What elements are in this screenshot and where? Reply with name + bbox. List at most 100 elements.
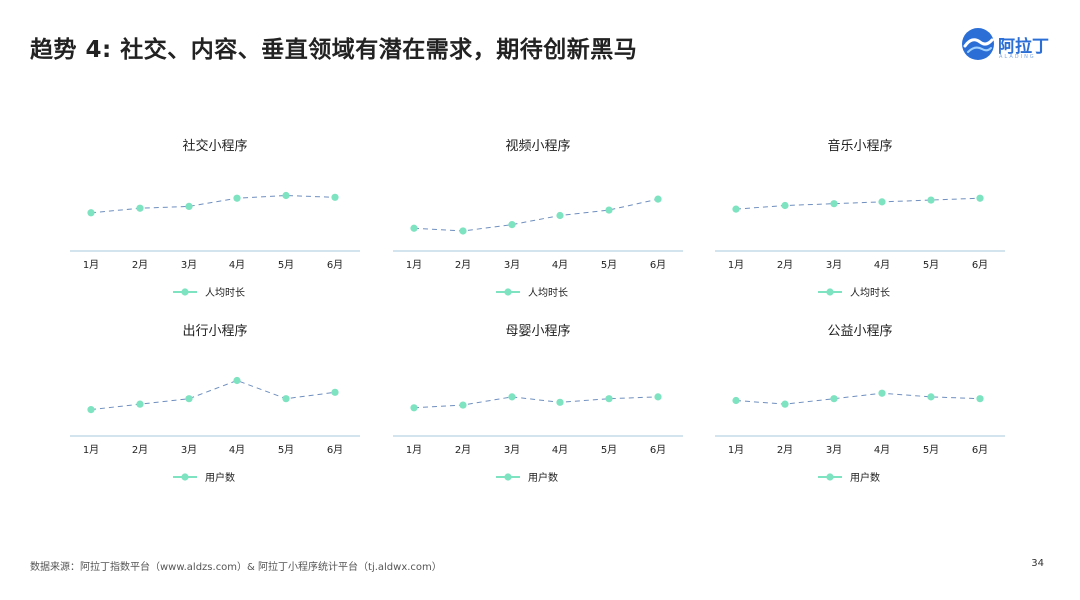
legend-marker [181,473,189,481]
chart-video: 视频小程序 1月 2月 3月 4月 5月 6月人均时长 [393,130,683,305]
x-tick-label: 4月 [552,259,568,271]
chart-title: 音乐小程序 [827,138,892,154]
x-tick-label: 4月 [874,444,890,456]
aladdin-logo: 阿拉丁 ALADING [960,26,1060,66]
x-tick-label: 6月 [972,259,988,271]
data-point-2 [136,400,144,408]
legend-label: 用户数 [850,471,880,484]
x-tick-label: 5月 [601,444,617,456]
x-tick-label: 6月 [972,444,988,456]
data-point-4 [878,198,886,206]
x-tick-label: 3月 [504,444,520,456]
page-title: 趋势 4: 社交、内容、垂直领域有潜在需求，期待创新黑马 [30,37,638,63]
legend-label: 人均时长 [528,287,568,299]
series-line [413,198,659,232]
x-tick-label: 6月 [327,444,343,456]
data-point-1 [87,209,95,217]
data-point-1 [732,205,740,213]
x-tick-label: 4月 [874,259,890,271]
data-point-1 [87,406,95,414]
data-point-3 [830,200,838,208]
chart-title: 母婴小程序 [505,324,570,339]
data-point-2 [459,227,467,235]
legend-marker [181,288,189,296]
data-point-4 [556,398,564,406]
x-tick-label: 5月 [923,444,939,456]
x-tick-label: 6月 [327,259,343,271]
legend-label: 人均时长 [205,287,245,299]
data-point-1 [410,404,418,412]
logo-text: 阿拉丁 [998,37,1049,57]
legend-marker [504,288,512,296]
x-tick-label: 1月 [406,259,422,271]
x-tick-label: 4月 [552,444,568,456]
x-tick-label: 1月 [728,259,744,271]
data-point-6 [976,194,984,202]
x-tick-label: 3月 [504,259,520,271]
chart-title: 社交小程序 [182,138,247,154]
legend-marker [826,473,834,481]
x-tick-label: 6月 [650,259,666,271]
logo-subtext: ALADING [999,54,1036,60]
data-point-5 [605,395,613,403]
chart-title: 公益小程序 [827,324,892,339]
series-line [735,197,981,210]
x-tick-label: 1月 [83,259,99,271]
data-point-4 [556,211,564,220]
legend-label: 用户数 [528,471,558,484]
x-tick-label: 5月 [278,444,294,456]
data-point-5 [927,393,935,401]
data-point-6 [976,395,984,403]
x-tick-label: 5月 [601,259,617,271]
x-tick-label: 4月 [229,259,245,271]
series-line [735,392,981,405]
data-point-5 [282,191,290,200]
data-point-2 [781,400,789,408]
x-tick-label: 1月 [83,444,99,456]
x-tick-label: 2月 [455,259,471,271]
data-point-6 [654,393,662,401]
x-tick-label: 3月 [181,444,197,456]
data-point-2 [136,204,144,212]
data-point-4 [878,389,886,397]
x-tick-label: 2月 [455,444,471,456]
x-tick-label: 3月 [826,259,842,271]
data-point-5 [927,196,935,204]
data-point-3 [830,395,838,403]
aladdin-logo-icon [962,28,994,60]
legend-marker [504,473,512,481]
data-point-3 [508,393,516,401]
data-point-5 [282,395,290,403]
x-tick-label: 2月 [132,444,148,456]
data-point-6 [331,193,339,201]
data-point-3 [508,221,516,229]
x-tick-label: 2月 [777,444,793,456]
data-point-6 [331,388,339,396]
data-source-note: 数据来源：阿拉丁指数平台（www.aldzs.com）& 阿拉丁小程序统计平台（… [30,562,442,573]
data-point-3 [185,395,193,403]
chart-social: 社交小程序 1月 2月 3月 4月 5月 6月人均时长 [70,130,360,305]
chart-maternity: 母婴小程序 1月 2月 3月 4月 5月 6月 用户数 [393,315,683,490]
legend-label: 人均时长 [850,287,890,299]
data-point-2 [459,401,467,409]
x-tick-label: 5月 [923,259,939,271]
x-tick-label: 3月 [181,259,197,271]
series-line [90,379,336,411]
data-point-5 [605,206,613,214]
chart-music: 音乐小程序 1月 2月 3月 4月 5月 6月人均时长 [715,130,1005,305]
chart-title: 出行小程序 [182,324,247,339]
chart-title: 视频小程序 [505,139,570,154]
chart-charity: 公益小程序 1月 2月 3月 4月 5月 6月 用户数 [715,315,1005,490]
x-tick-label: 5月 [278,259,294,271]
x-tick-label: 2月 [777,259,793,271]
x-tick-label: 2月 [132,259,148,271]
x-tick-label: 3月 [826,444,842,456]
data-point-3 [185,202,193,211]
legend-marker [826,288,834,296]
